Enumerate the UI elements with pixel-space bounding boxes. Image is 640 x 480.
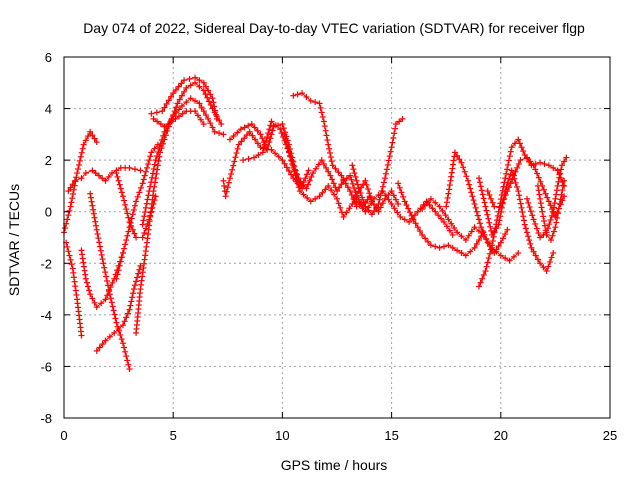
chart-title: Day 074 of 2022, Sidereal Day-to-day VTE… — [83, 20, 585, 36]
x-tick-label: 20 — [494, 428, 508, 443]
series-track-22 — [443, 149, 511, 256]
series-track-26 — [524, 154, 570, 241]
y-tick-label: 4 — [45, 102, 52, 117]
series-line — [445, 151, 508, 254]
y-tick-label: 2 — [45, 153, 52, 168]
series-track-6 — [93, 262, 144, 354]
series-track-5 — [87, 190, 133, 373]
series-layer — [61, 74, 570, 373]
series-track-16 — [281, 131, 402, 220]
y-axis-label: SDTVAR / TECUs — [6, 184, 22, 296]
series-line — [284, 134, 399, 218]
x-axis-label: GPS time / hours — [281, 457, 388, 473]
series-line — [67, 167, 141, 192]
series-track-27 — [534, 177, 568, 244]
x-tick-label: 0 — [60, 428, 67, 443]
plot-frame — [63, 56, 611, 419]
series-track-25 — [484, 154, 568, 220]
y-tick-label: 6 — [45, 50, 52, 65]
series-track-2 — [63, 239, 85, 339]
series-line — [142, 97, 224, 225]
y-tick-label: -6 — [40, 359, 52, 374]
series-track-17 — [290, 90, 360, 210]
x-tick-label: 25 — [603, 428, 617, 443]
tick-layer: 0 5 10 15 20 25 -8 -6 -4 -2 0 2 4 6 — [40, 50, 617, 443]
series-track-1 — [61, 128, 100, 236]
series-line — [421, 198, 519, 262]
x-tick-label: 5 — [170, 428, 177, 443]
x-tick-label: 10 — [275, 428, 289, 443]
y-tick-label: 0 — [45, 205, 52, 220]
y-tick-label: -2 — [40, 256, 52, 271]
series-track-11 — [148, 74, 220, 122]
y-tick-label: -4 — [40, 308, 52, 323]
x-tick-label: 15 — [384, 428, 398, 443]
y-tick-label: -8 — [40, 411, 52, 426]
series-track-12 — [150, 108, 207, 130]
grid-layer — [64, 57, 610, 418]
series-line — [153, 110, 205, 128]
series-track-8 — [113, 141, 161, 282]
series-track-21 — [419, 195, 522, 264]
